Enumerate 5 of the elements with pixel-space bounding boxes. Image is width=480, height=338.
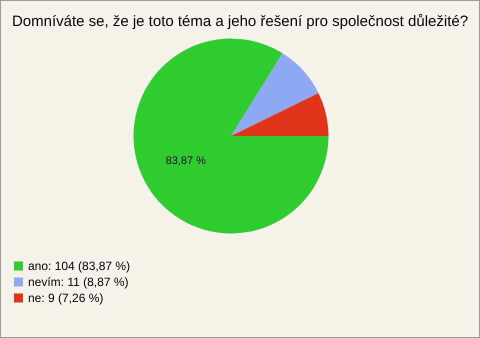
chart-title: Domníváte se, že je toto téma a jeho řešení pro společnost důležité? xyxy=(12,13,468,30)
legend-label: nevím: 11 (8,87 %) xyxy=(28,275,128,289)
legend-label: ne: 9 (7,26 %) xyxy=(28,291,104,305)
legend-label: ano: 104 (83,87 %) xyxy=(28,259,130,273)
data-label: 83,87 % xyxy=(166,155,206,168)
